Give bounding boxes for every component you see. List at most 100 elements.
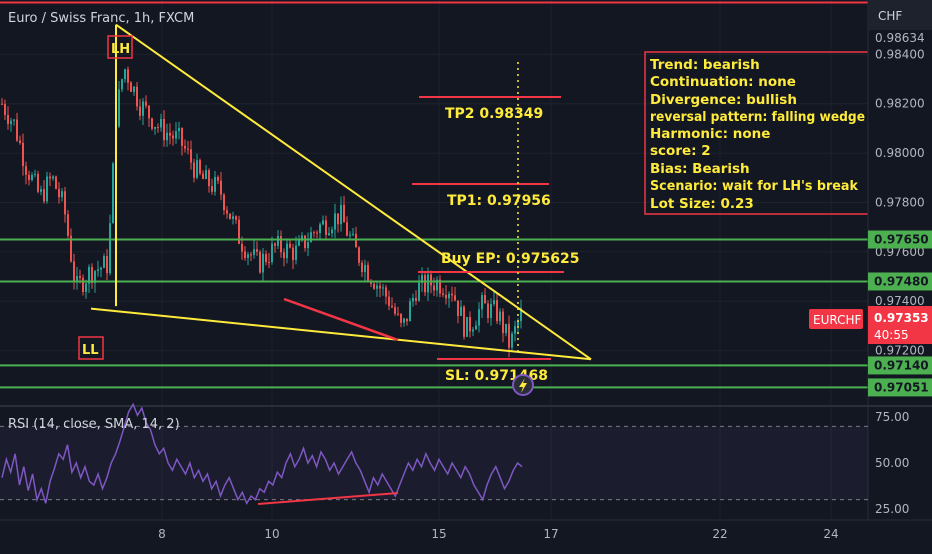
candle-body bbox=[259, 251, 261, 273]
candles bbox=[1, 24, 522, 358]
candle-body bbox=[241, 243, 243, 252]
candle-body bbox=[223, 194, 225, 211]
candle-body bbox=[421, 275, 423, 283]
divergence-price-line bbox=[283, 297, 399, 342]
candle-body bbox=[112, 163, 114, 224]
candle-body bbox=[262, 253, 264, 273]
time-axis[interactable]: 8 10 15 17 22 24 bbox=[0, 519, 932, 541]
candle-body bbox=[19, 140, 21, 143]
candle-body bbox=[274, 243, 276, 246]
rsi-title[interactable]: RSI (14, close, SMA, 14, 2) bbox=[8, 417, 180, 432]
candle-body bbox=[508, 323, 510, 348]
candle-body bbox=[214, 176, 216, 192]
time-tick-label: 24 bbox=[823, 527, 838, 541]
candle-body bbox=[397, 313, 399, 315]
candle-body bbox=[103, 256, 105, 268]
candle-body bbox=[385, 287, 387, 297]
candle-body bbox=[286, 243, 288, 259]
candle-body bbox=[514, 326, 516, 334]
analysis-line: Continuation: none bbox=[650, 74, 796, 90]
candle-body bbox=[160, 118, 162, 128]
candle-body bbox=[79, 276, 81, 278]
candle-body bbox=[292, 247, 294, 260]
analysis-box: Trend: bearish Continuation: none Diverg… bbox=[644, 51, 870, 215]
candle-body bbox=[271, 243, 273, 263]
candle-body bbox=[328, 233, 330, 236]
candle-body bbox=[130, 82, 132, 92]
candle-body bbox=[448, 293, 450, 299]
grid bbox=[0, 0, 868, 520]
candle-body bbox=[505, 323, 507, 334]
candle-body bbox=[352, 233, 354, 235]
candle-body bbox=[412, 297, 414, 302]
candle-body bbox=[388, 296, 390, 306]
rsi-series-line bbox=[1, 402, 523, 505]
candle-body bbox=[439, 279, 441, 294]
candle-body bbox=[268, 262, 270, 264]
candle-body bbox=[211, 186, 213, 192]
candle-body bbox=[289, 243, 291, 248]
candle-body bbox=[499, 311, 501, 322]
candle-body bbox=[349, 234, 351, 236]
symbol-title[interactable]: Euro / Swiss Franc, 1h, FXCM bbox=[8, 11, 194, 26]
price-tick-label: 0.97800 bbox=[875, 195, 925, 209]
rsi-tick-label: 75.00 bbox=[875, 410, 909, 424]
analysis-line: reversal pattern: falling wedge bbox=[650, 109, 865, 125]
candle-body bbox=[151, 118, 153, 129]
rsi-pane[interactable]: RSI (14, close, SMA, 14, 2) 75.00 50.00 25… bbox=[0, 402, 932, 516]
symbol-tag-bg bbox=[809, 309, 863, 329]
top-partial-price-label: 0.98634 bbox=[875, 31, 925, 45]
candle-body bbox=[61, 191, 63, 198]
candle-body bbox=[118, 89, 120, 127]
candle-body bbox=[295, 245, 297, 260]
price-axis[interactable]: CHF 0.98634 bbox=[867, 0, 932, 520]
candle-body bbox=[394, 307, 396, 314]
candle-body bbox=[172, 135, 174, 139]
analysis-line: Scenario: wait for LH's break bbox=[650, 178, 859, 194]
candle-body bbox=[427, 274, 429, 293]
candle-body bbox=[190, 149, 192, 163]
candle-body bbox=[16, 119, 18, 141]
candle-body bbox=[454, 295, 456, 301]
candle-body bbox=[154, 127, 156, 129]
candle-body bbox=[73, 261, 75, 281]
level-tag-label: 0.97650 bbox=[874, 233, 929, 247]
price-tick-label: 0.98000 bbox=[875, 146, 925, 160]
analysis-line: score: 2 bbox=[650, 143, 711, 159]
candle-body bbox=[355, 233, 357, 248]
candle-body bbox=[253, 249, 255, 255]
candle-body bbox=[82, 277, 84, 292]
candle-body bbox=[358, 247, 360, 263]
candle-body bbox=[436, 279, 438, 291]
candle-body bbox=[265, 253, 267, 263]
candle-body bbox=[142, 101, 144, 116]
level-tag-bg bbox=[868, 272, 932, 291]
candle-body bbox=[307, 242, 309, 249]
candle-body bbox=[433, 285, 435, 291]
candle-body bbox=[181, 128, 183, 146]
analysis-line: Lot Size: 0.23 bbox=[650, 196, 754, 212]
candle-body bbox=[199, 160, 201, 174]
candle-body bbox=[193, 162, 195, 178]
candle-body bbox=[376, 285, 378, 289]
candle-body bbox=[88, 266, 90, 284]
candle-body bbox=[316, 232, 318, 234]
wedge-upper-line bbox=[115, 23, 592, 361]
candle-body bbox=[244, 251, 246, 258]
candle-body bbox=[64, 191, 66, 215]
price-tick-label: 0.97200 bbox=[875, 344, 925, 358]
levels bbox=[0, 1, 932, 389]
wedge-lower-line bbox=[90, 307, 592, 361]
currency-box[interactable] bbox=[868, 0, 932, 30]
current-price-tag: EURCHF 0.97353 40:55 bbox=[809, 306, 932, 344]
candle-body bbox=[4, 103, 6, 115]
candle-body bbox=[298, 239, 300, 246]
candle-body bbox=[106, 256, 108, 274]
time-tick-label: 15 bbox=[431, 527, 446, 541]
candle-body bbox=[382, 287, 384, 289]
candle-body bbox=[247, 254, 249, 258]
candle-body bbox=[475, 325, 477, 330]
candle-body bbox=[76, 276, 78, 281]
